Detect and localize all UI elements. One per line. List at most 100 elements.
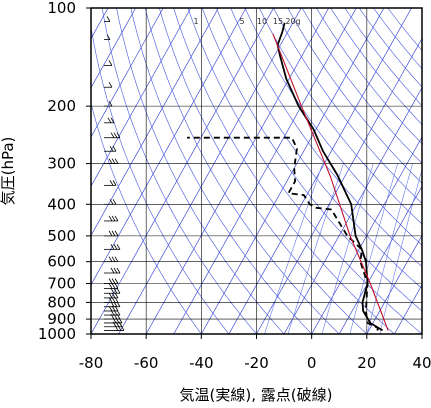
dry-adiabat-line [159,8,368,334]
dry-adiabat-line [244,8,422,246]
wind-barb [104,100,113,107]
wind-barb-feather [114,256,119,262]
isotherm-line [91,8,247,286]
wind-barb-feather [113,288,118,294]
dry-adiabat-line [273,8,422,204]
wind-barb-feather [108,256,113,262]
y-tick-label: 1000 [38,325,76,343]
wind-barb-feather [111,292,116,299]
x-tick-label: -20 [244,354,269,372]
mixing-ratio-line [264,163,323,334]
series-group [187,22,389,332]
mixing-ratio-label: 10 [257,17,267,26]
reference-curve-line [272,33,389,331]
wind-barb [104,267,121,274]
wind-barb [104,244,121,250]
wind-barb-feather [114,215,119,222]
y-tick-label: 300 [47,155,76,173]
wind-barb [104,283,119,289]
wind-barb-feather [113,244,118,250]
x-tick-label: -40 [189,354,214,372]
dry-adiabat-line [287,8,422,184]
y-tick-label: 400 [47,195,76,213]
dry-adiabat-line [116,8,285,334]
wind-barb [104,256,119,263]
wind-barb [104,60,113,66]
dry-adiabat-line [330,8,422,125]
y-tick-label: 900 [47,310,76,328]
wind-barb-feather [116,267,121,274]
wind-barb-feather [108,292,113,299]
wind-barb [104,321,123,328]
mixing-ratio-label: 20g [285,17,300,26]
dry-adiabat-line [130,8,312,334]
mixing-ratio-label: 1 [193,17,198,26]
wind-barb-feather [112,146,117,152]
wind-barb-feather [111,215,116,222]
dry-adiabat-line [301,8,422,164]
dry-adiabat-line [216,8,422,289]
dry-adiabat-line [201,8,422,312]
wind-barb-feather [110,288,115,294]
wind-barb-feather [108,60,113,66]
dry-adiabat-line [91,102,202,334]
wind-barb-feather [113,132,118,138]
isotherm-line [366,234,422,334]
wind-barb-feather [111,158,116,164]
x-tick-label: -60 [134,354,159,372]
mixing-ratio-line [321,163,374,334]
y-tick-label: 700 [47,275,76,293]
dry-adiabat-line [173,8,395,334]
wind-barb-feather [114,278,119,284]
wind-barb-feather [111,278,116,284]
wind-barb-feather [112,199,117,205]
x-tick-label: 20 [357,354,376,372]
dry-adiabat-line [230,8,422,267]
dry-adiabat-line [144,8,340,334]
dry-adiabat-line [91,25,230,334]
isotherm-line [91,8,136,89]
isotherm-line [256,37,422,334]
wind-barb-feather [113,267,118,274]
wind-barb-feather [111,256,116,262]
wind-barb-feather [109,199,114,205]
y-tick-label: 200 [47,97,76,115]
wind-barb [104,288,121,294]
isotherm-line [91,8,219,237]
mixing-ratio-label: 5 [239,17,244,26]
isotherm-line [394,284,422,334]
wind-barb [104,199,117,205]
wind-barb-feather [108,215,113,222]
isotherm-line [91,8,192,187]
isotherm-line [338,185,422,334]
wind-barb-feather [108,283,113,289]
wind-barb [104,132,121,139]
wind-barb-feather [116,244,121,250]
y-axis-label: 気圧(hPa) [0,137,17,206]
wind-barb [104,158,119,164]
wind-barb [104,325,125,331]
isotherm-line [311,136,422,334]
isotherm-line [118,8,302,334]
y-tick-label: 600 [47,253,76,271]
mixing-ratio-line [379,168,422,334]
wind-barb-feather [116,132,121,138]
wind-barb-feather [110,117,115,124]
wind-barb-feather [110,267,115,274]
wind-barb-feather [108,278,113,284]
mixing-ratio-labels: 1 5 10 15 20g [193,17,300,26]
wind-barb-feather [110,132,115,138]
wind-barb [104,34,111,40]
wind-barb [104,146,117,152]
isotherm-line [421,333,422,334]
wind-barb [104,117,115,124]
y-tick-label: 800 [47,293,76,311]
dry-adiabat-line [316,8,422,145]
dry-adiabat-line [259,8,422,225]
x-axis-label: 気温(実線), 露点(破線) [180,386,333,404]
wind-barb-feather [107,117,112,124]
wind-barbs [104,16,125,331]
wind-barb [104,82,113,88]
